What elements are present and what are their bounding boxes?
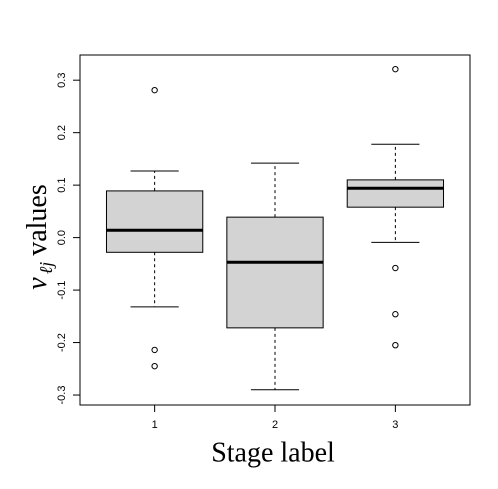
outlier — [151, 346, 158, 354]
y-label-text: values — [22, 184, 53, 256]
outlier — [392, 311, 399, 318]
x-tick-label: 2 — [272, 419, 278, 431]
box — [346, 179, 445, 208]
y-label-symbol: v — [22, 277, 53, 290]
x-tick-label: 1 — [152, 419, 158, 431]
box — [226, 216, 324, 329]
box — [105, 190, 204, 253]
y-tick-label: 0.1 — [56, 177, 68, 192]
outlier — [392, 65, 399, 73]
y-tick-label: -0.3 — [56, 386, 68, 405]
y-tick-label: 0.0 — [56, 230, 68, 245]
outlier — [151, 86, 158, 94]
y-axis-label: v ℓj values — [22, 184, 56, 289]
y-tick-label: 0.2 — [56, 125, 68, 140]
outlier — [392, 264, 399, 272]
y-label-subscript: ℓj — [36, 262, 56, 275]
outlier — [392, 341, 399, 349]
y-tick-label: -0.1 — [56, 281, 68, 300]
outlier — [151, 362, 158, 370]
x-tick-label: 3 — [392, 419, 398, 431]
y-tick-label: -0.2 — [56, 333, 68, 352]
y-tick-label: 0.3 — [56, 73, 68, 88]
x-axis-label: Stage label — [211, 437, 335, 468]
